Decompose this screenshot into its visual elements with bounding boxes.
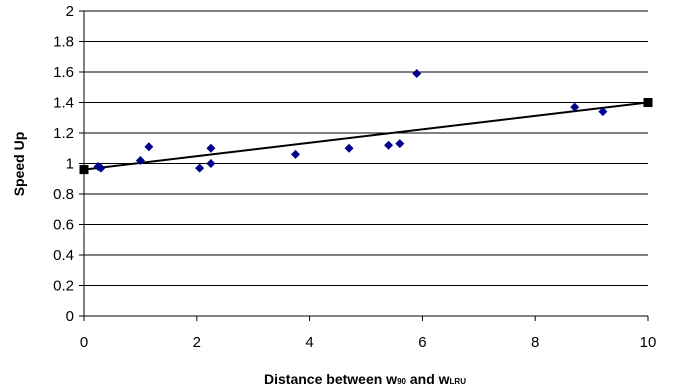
x-tick-label-1: 2 [193, 334, 201, 351]
data-point-0-4 [195, 163, 205, 173]
x-axis-title-subscript-1: 90 [397, 377, 406, 386]
data-point-0-5 [206, 143, 216, 153]
data-point-0-9 [384, 140, 394, 150]
y-tick-label-8: 1.6 [53, 64, 74, 81]
y-tick-label-1: 0.2 [53, 278, 74, 295]
data-point-0-10 [395, 139, 405, 149]
data-point-0-2 [135, 155, 145, 165]
data-point-0-1 [96, 163, 106, 173]
data-points [93, 69, 608, 173]
y-tick-labels: 0 0.2 0.4 0.6 0.8 1 1.2 1.4 1.6 1.8 2 [53, 3, 74, 325]
data-point-0-8 [344, 143, 354, 153]
x-tick-label-3: 6 [418, 334, 426, 351]
data-point-0-13 [598, 107, 608, 117]
x-axis-title-part-2: and w [406, 371, 450, 387]
y-axis-title: Speed Up [11, 132, 27, 197]
x-tick-label-5: 10 [640, 334, 657, 351]
trend-line [83, 101, 649, 171]
y-tick-label-10: 2 [66, 3, 74, 20]
y-tick-label-7: 1.4 [53, 95, 74, 112]
y-tick-label-9: 1.8 [53, 34, 74, 51]
y-tick-label-2: 0.4 [53, 247, 74, 264]
y-tick-label-0: 0 [66, 308, 74, 325]
x-axis-title-part-0: Distance between w [264, 371, 397, 387]
x-axis-title: Distance between w90 and wLRU [264, 371, 466, 387]
trend-endpoint-marker-1 [643, 98, 653, 107]
trend-line-layer [79, 98, 653, 175]
x-tick-label-2: 4 [305, 334, 313, 351]
data-point-0-6 [206, 159, 216, 168]
trend-endpoint-marker-0 [79, 165, 89, 175]
data-point-0-3 [144, 142, 154, 152]
x-tick-label-0: 0 [80, 334, 88, 351]
data-point-0-11 [412, 69, 422, 79]
x-tick-label-4: 8 [531, 334, 539, 351]
y-tick-label-6: 1.2 [53, 125, 74, 142]
y-tick-label-3: 0.6 [53, 217, 74, 234]
axes [79, 10, 649, 321]
data-point-0-7 [291, 149, 300, 159]
y-tick-label-5: 1 [66, 156, 74, 173]
gridlines [84, 10, 648, 286]
x-tick-labels: 0 2 4 6 8 10 [80, 334, 657, 351]
data-point-0-12 [570, 102, 580, 112]
x-axis-title-subscript-3: LRU [450, 377, 467, 386]
y-tick-label-4: 0.8 [53, 186, 74, 203]
